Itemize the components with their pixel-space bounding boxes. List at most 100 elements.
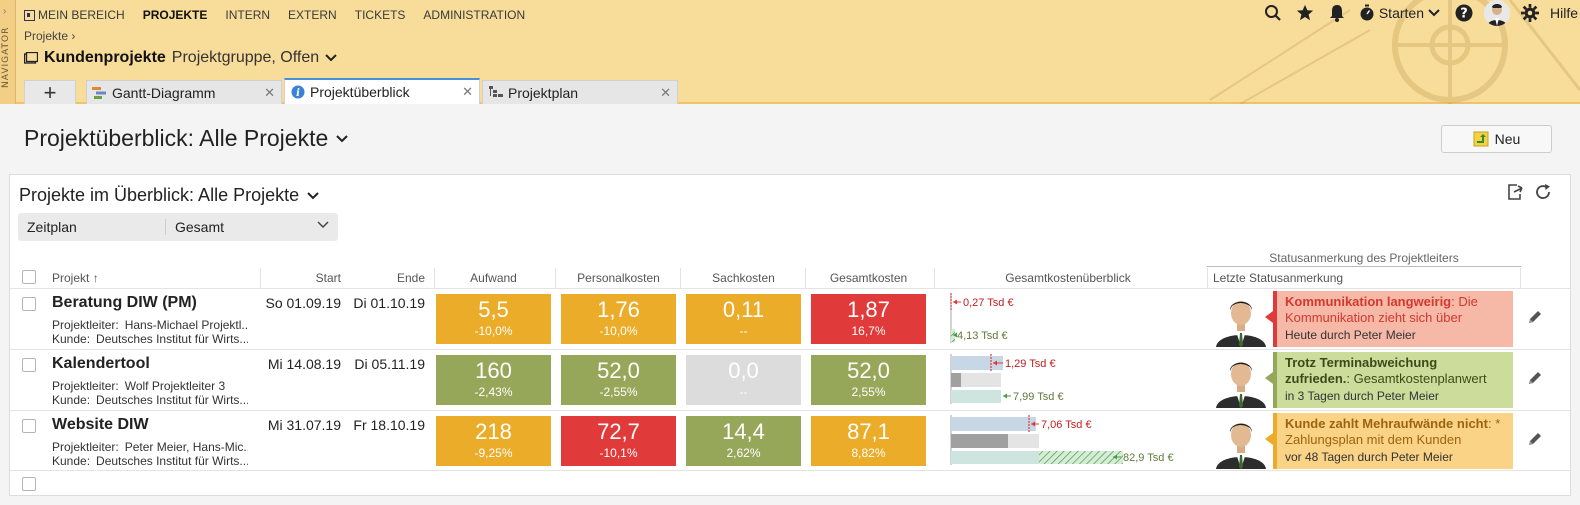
kpi-delta: -- (739, 324, 748, 338)
nav-administration[interactable]: ADMINISTRATION (423, 8, 526, 22)
edit-icon[interactable] (1527, 370, 1543, 386)
kpi-gesamt[interactable]: 52,0 2,55% (811, 355, 926, 405)
gear-icon[interactable] (1520, 3, 1540, 23)
customer-value: Deutsches Institut für Wirts... (96, 332, 248, 346)
close-icon[interactable]: ✕ (264, 85, 275, 100)
tab-projektplan[interactable]: Projektplan ✕ (482, 80, 678, 104)
bell-icon[interactable] (1327, 3, 1347, 23)
kpi-personal[interactable]: 1,76 -10,0% (561, 294, 676, 344)
table-row[interactable]: Website DIW Projektleiter: Peter Meier, Ha… (10, 410, 1570, 471)
start-date: Mi 14.08.19 (267, 356, 341, 372)
kpi-aufwand[interactable]: 218 -9,25% (436, 416, 551, 466)
close-icon[interactable]: ✕ (462, 84, 473, 99)
note-title: Kommunikation langweirig (1285, 294, 1452, 309)
column-aufwand[interactable]: Aufwand (470, 271, 517, 285)
arrow-head (993, 360, 997, 366)
nav-projekte[interactable]: PROJEKTE (142, 8, 208, 22)
kpi-sach[interactable]: 14,4 2,62% (686, 416, 801, 466)
nav-tickets[interactable]: TICKETS (354, 8, 406, 22)
kpi-sach[interactable]: 0,11 -- (686, 294, 801, 344)
navigator-toggle[interactable]: › NAVIGATOR (0, 0, 16, 104)
table-row[interactable]: Kalendertool Projektleiter: Wolf Projektle… (10, 349, 1570, 410)
tab-gantt-diagramm[interactable]: Gantt-Diagramm ✕ (86, 80, 282, 104)
add-tab-button[interactable]: + (24, 80, 76, 105)
cost-overview-chart: 0,27 Tsd € 4,13 Tsd € (941, 289, 1211, 349)
info-icon: i (290, 85, 306, 99)
star-icon[interactable] (1295, 3, 1315, 23)
row-checkbox[interactable] (22, 477, 36, 491)
export-icon[interactable] (1506, 183, 1524, 201)
end-date: Di 05.11.19 (354, 356, 425, 372)
hilfe-link[interactable]: Hilfe (1549, 5, 1578, 21)
kpi-personal[interactable]: 52,0 -2,55% (561, 355, 676, 405)
column-divider (1207, 268, 1208, 288)
forecast-bar (951, 390, 1001, 403)
column-ende[interactable]: Ende (396, 271, 425, 285)
actual-bar (951, 373, 961, 387)
column-gesamtkosten[interactable]: Gesamtkosten (829, 271, 908, 285)
navigator-label: NAVIGATOR (1, 26, 11, 88)
note-title: Kunde zahlt Mehraufwände nicht (1285, 416, 1488, 431)
table-row[interactable]: Beratung DIW (PM) Projektleiter: Hans-Mich… (10, 288, 1570, 349)
breadcrumb[interactable]: Projekte › (24, 29, 76, 43)
panel-title-selector[interactable]: Projekte im Überblick: Alle Projekte (19, 185, 319, 206)
note-title: Trotz Terminabweichung zufrieden. (1285, 355, 1438, 386)
nav-extern[interactable]: EXTERN (288, 8, 337, 22)
tab-label: Gantt-Diagramm (112, 84, 216, 101)
project-name[interactable]: Beratung DIW (PM) (52, 294, 197, 311)
column-sachkosten[interactable]: Sachkosten (712, 271, 775, 285)
column-start[interactable]: Start (315, 271, 341, 285)
nav-intern[interactable]: INTERN (225, 8, 271, 22)
arrow-head (953, 299, 957, 305)
kpi-sach[interactable]: 0,0 -- (686, 355, 801, 405)
new-button[interactable]: Neu (1441, 125, 1552, 153)
kpi-personal[interactable]: 72,7 -10,1% (561, 416, 676, 466)
end-date: Di 01.10.19 (353, 295, 425, 311)
kpi-value: 87,1 (847, 419, 890, 444)
leader-label: Projektleiter: (52, 440, 119, 454)
kpi-delta: 2,62% (726, 446, 761, 460)
leader-value: Peter Meier, Hans-Mic... (124, 440, 248, 454)
refresh-icon[interactable] (1534, 183, 1552, 201)
column-status[interactable]: Letzte Statusanmerkung (1213, 271, 1344, 285)
row-checkbox[interactable] (22, 297, 36, 311)
project-name[interactable]: Website DIW (52, 416, 149, 433)
kpi-aufwand[interactable]: 160 -2,43% (436, 355, 551, 405)
close-icon[interactable]: ✕ (660, 85, 671, 100)
kpi-gesamt[interactable]: 1,87 16,7% (811, 294, 926, 344)
svg-text:i: i (296, 88, 300, 99)
select-all-checkbox[interactable] (22, 270, 36, 284)
nav-mein-bereich[interactable]: MEIN BEREICH (24, 7, 134, 23)
kpi-gesamt[interactable]: 87,1 8,82% (811, 416, 926, 466)
kpi-delta: -10,0% (474, 324, 513, 338)
status-note[interactable]: Kunde zahlt Mehraufwände nicht: * Zahlun… (1265, 413, 1513, 469)
leader-label: Projektleiter: (52, 318, 119, 332)
folder-icon (24, 52, 38, 64)
tab-label: Projektüberblick (310, 84, 410, 100)
kpi-value: 5,5 (478, 297, 509, 322)
search-icon[interactable] (1263, 3, 1283, 23)
edit-icon[interactable] (1527, 309, 1543, 325)
column-projekt[interactable]: Projekt ↑ (52, 271, 99, 285)
user-avatar[interactable] (1483, 0, 1510, 26)
help-icon[interactable]: ? (1454, 3, 1474, 23)
column-personalkosten[interactable]: Personalkosten (577, 271, 660, 285)
tab-projektueberblick[interactable]: i Projektüberblick ✕ (284, 78, 480, 104)
project-customer: Kunde: Deutsches Institut für Wirts... (52, 393, 248, 407)
status-note[interactable]: Trotz Terminabweichung zufrieden.: Gesam… (1265, 352, 1513, 408)
timeframe-filter[interactable]: Zeitplan Gesamt (18, 213, 338, 241)
edit-icon[interactable] (1527, 431, 1543, 447)
status-author-avatar (1214, 354, 1268, 408)
row-checkbox[interactable] (22, 419, 36, 433)
svg-text:?: ? (1460, 7, 1468, 22)
project-group-selector[interactable]: Kundenprojekte Projektgruppe, Offen (24, 49, 337, 67)
status-author-avatar (1214, 415, 1268, 469)
column-overview[interactable]: Gesamtkostenüberblick (1005, 271, 1131, 285)
project-name[interactable]: Kalendertool (52, 355, 150, 372)
kpi-aufwand[interactable]: 5,5 -10,0% (436, 294, 551, 344)
starten-menu[interactable]: Starten (1359, 4, 1440, 22)
status-note[interactable]: Kommunikation langweirig: Die Kommunikat… (1265, 291, 1513, 347)
page-title-selector[interactable]: Projektüberblick: Alle Projekte (24, 125, 348, 152)
budget-bar (951, 373, 1001, 387)
row-checkbox[interactable] (22, 358, 36, 372)
